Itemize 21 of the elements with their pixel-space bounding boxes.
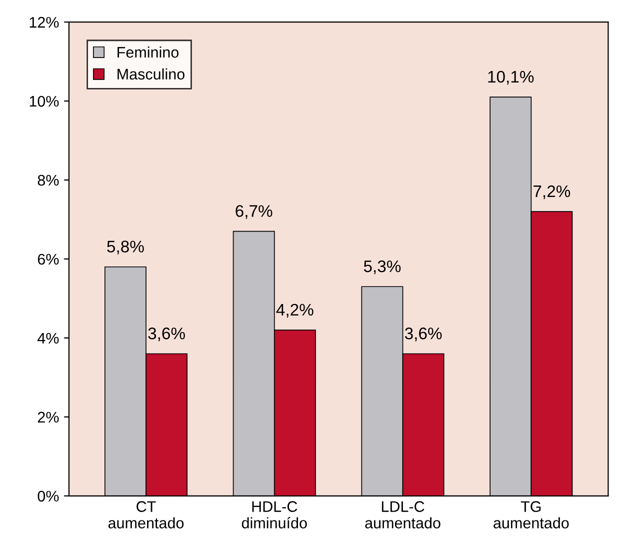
- data-label: 5,8%: [107, 240, 144, 254]
- data-label: 4,2%: [276, 304, 314, 318]
- y-tick-label: 10%: [30, 96, 59, 107]
- x-tick-label: TG aumentado: [494, 501, 569, 528]
- x-tick-label: HDL-C diminuído: [242, 501, 307, 528]
- y-tick-label: 6%: [38, 254, 59, 265]
- data-label: 3,6%: [404, 328, 442, 342]
- y-tick-label: 2%: [38, 412, 59, 423]
- x-tick-label: LDL-C aumentado: [365, 501, 440, 528]
- legend-label: Feminino: [118, 46, 179, 58]
- data-label: 7,2%: [534, 185, 570, 200]
- y-tick-label: 4%: [38, 332, 59, 344]
- data-label: 10,1%: [488, 70, 534, 85]
- legend-label: Masculino: [118, 68, 184, 80]
- y-tick-label: 12%: [30, 16, 59, 28]
- x-tick-label: CT aumentado: [108, 501, 184, 528]
- data-label: 5,3%: [364, 260, 401, 274]
- y-tick-label: 0%: [38, 490, 59, 502]
- data-label: 3,6%: [148, 328, 185, 342]
- data-label: 6,7%: [236, 205, 272, 219]
- y-tick-label: 8%: [38, 174, 59, 186]
